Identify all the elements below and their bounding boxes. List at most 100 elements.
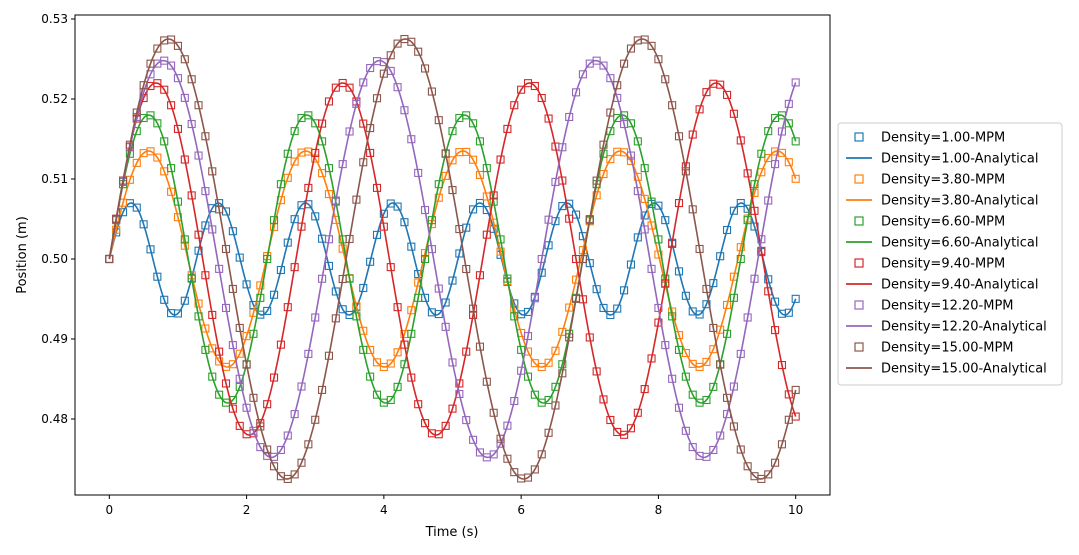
mpm-point-3.80: [462, 147, 471, 156]
mpm-point-1.00: [249, 300, 258, 310]
legend-label: Density=6.60-MPM: [881, 215, 1005, 230]
mpm-point-3.80: [702, 357, 711, 366]
mpm-point-1.00: [523, 307, 533, 316]
mpm-point-3.80: [283, 173, 292, 182]
mpm-point-6.60: [290, 127, 299, 136]
mpm-point-15.00: [215, 205, 224, 214]
mpm-point-15.00: [407, 37, 416, 46]
mpm-point-1.00: [242, 280, 251, 289]
mpm-point-15.00: [709, 323, 718, 332]
mpm-point-15.00: [180, 55, 189, 64]
mpm-point-9.40: [386, 263, 395, 272]
mpm-point-15.00: [729, 422, 738, 431]
mpm-point-1.00: [269, 290, 279, 299]
mpm-point-9.40: [544, 114, 553, 123]
mpm-point-9.40: [160, 85, 169, 94]
mpm-point-9.40: [565, 214, 574, 223]
mpm-point-9.40: [668, 238, 677, 247]
mpm-point-12.20: [276, 445, 285, 455]
mpm-point-9.40: [633, 408, 642, 417]
mpm-point-1.00: [599, 303, 608, 313]
y-axis-label: Position (m): [15, 216, 30, 294]
mpm-point-15.00: [489, 408, 498, 417]
mpm-point-6.60: [688, 390, 697, 399]
series-12.20: [105, 56, 800, 462]
mpm-point-12.20: [517, 366, 526, 375]
mpm-point-9.40: [647, 354, 656, 363]
mpm-point-9.40: [338, 78, 347, 88]
mpm-point-12.20: [565, 112, 574, 122]
mpm-point-9.40: [263, 400, 272, 409]
mpm-point-1.00: [379, 209, 388, 218]
mpm-point-9.40: [331, 83, 340, 92]
mpm-point-15.00: [372, 94, 382, 103]
mpm-point-15.00: [736, 445, 745, 454]
mpm-point-12.20: [434, 284, 443, 293]
mpm-point-15.00: [565, 333, 574, 342]
mpm-point-15.00: [208, 167, 217, 176]
mpm-point-3.80: [654, 250, 663, 259]
mpm-point-15.00: [352, 195, 361, 204]
mpm-point-6.60: [750, 180, 759, 189]
mpm-point-1.00: [633, 233, 642, 242]
mpm-point-15.00: [297, 458, 306, 467]
legend-label: Density=9.40-MPM: [881, 257, 1005, 272]
mpm-point-1.00: [372, 230, 382, 239]
mpm-point-1.00: [119, 208, 128, 217]
y-tick-label: 0.51: [41, 172, 68, 186]
mpm-point-15.00: [194, 101, 203, 110]
mpm-point-12.20: [571, 88, 581, 97]
mpm-point-12.20: [530, 294, 539, 303]
mpm-point-6.60: [228, 395, 237, 405]
mpm-point-15.00: [201, 132, 210, 141]
mpm-point-15.00: [414, 47, 423, 56]
mpm-point-6.60: [791, 137, 800, 146]
mpm-point-12.20: [441, 322, 450, 331]
mpm-point-1.00: [702, 300, 711, 309]
mpm-point-15.00: [420, 64, 430, 73]
legend-label: Density=1.00-MPM: [881, 131, 1005, 146]
mpm-point-9.40: [235, 421, 244, 430]
mpm-point-15.00: [743, 462, 752, 471]
mpm-point-6.60: [674, 345, 684, 354]
mpm-point-12.20: [633, 187, 642, 196]
mpm-point-3.80: [475, 170, 485, 180]
mpm-point-12.20: [777, 127, 787, 136]
analytical-line-3.80: [108, 150, 797, 368]
series-3.80: [105, 147, 800, 372]
mpm-point-6.60: [208, 372, 217, 381]
mpm-point-12.20: [167, 61, 176, 70]
mpm-point-3.80: [592, 191, 601, 200]
mpm-point-15.00: [311, 415, 320, 424]
mpm-point-15.00: [269, 462, 279, 471]
mpm-point-15.00: [427, 87, 436, 96]
mpm-point-9.40: [750, 206, 759, 215]
mpm-point-12.20: [180, 93, 189, 102]
y-tick-label: 0.49: [41, 332, 68, 346]
mpm-point-15.00: [304, 440, 313, 449]
mpm-point-12.20: [750, 274, 759, 283]
x-axis: 0 2 4 6 8 10: [105, 495, 803, 517]
mpm-point-12.20: [626, 151, 636, 160]
mpm-point-1.00: [709, 279, 718, 288]
mpm-point-1.00: [606, 310, 615, 320]
mpm-point-6.60: [386, 395, 395, 405]
mpm-point-12.20: [208, 225, 217, 234]
legend-entry: Density=12.20-Analytical: [846, 320, 1047, 335]
x-axis-label: Time (s): [425, 525, 479, 540]
legend-label: Density=12.20-MPM: [881, 299, 1014, 314]
mpm-point-9.40: [276, 340, 285, 349]
mpm-point-15.00: [482, 377, 491, 386]
mpm-point-6.60: [709, 382, 718, 391]
mpm-point-12.20: [791, 78, 800, 87]
mpm-point-3.80: [695, 362, 704, 371]
legend-label: Density=1.00-Analytical: [881, 152, 1039, 167]
mpm-point-15.00: [702, 284, 711, 294]
mpm-point-12.20: [359, 78, 368, 87]
mpm-point-6.60: [764, 127, 773, 136]
mpm-point-15.00: [125, 140, 134, 149]
mpm-point-1.00: [771, 297, 780, 306]
mpm-point-3.80: [372, 358, 382, 367]
mpm-point-6.60: [633, 137, 642, 146]
